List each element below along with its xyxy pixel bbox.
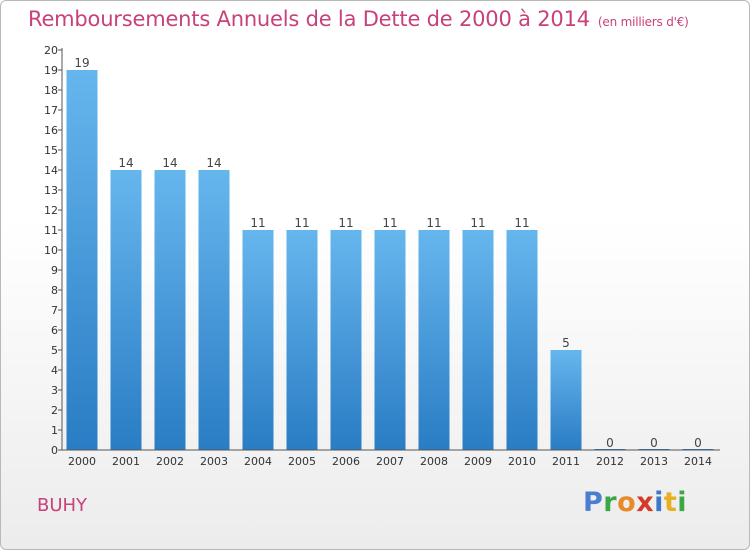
bar-2009 <box>462 230 494 450</box>
x-tick-label-2010: 2010 <box>508 455 536 468</box>
x-tick-label-2005: 2005 <box>288 455 316 468</box>
x-tick-label-2006: 2006 <box>332 455 360 468</box>
x-tick-label-2007: 2007 <box>376 455 404 468</box>
bar-2000 <box>66 70 98 450</box>
value-label-2004: 11 <box>250 216 265 230</box>
y-tick-label-12: 12 <box>44 204 58 217</box>
x-tick-label-2003: 2003 <box>200 455 228 468</box>
x-tick-label-2012: 2012 <box>596 455 624 468</box>
y-tick-label-20: 20 <box>44 44 58 57</box>
y-tick-label-11: 11 <box>44 224 58 237</box>
y-tick-label-5: 5 <box>51 344 58 357</box>
bar-2002 <box>154 170 186 450</box>
y-tick-label-10: 10 <box>44 244 58 257</box>
logo-letter: o <box>617 487 637 518</box>
bar-2003 <box>198 170 230 450</box>
x-tick-label-2009: 2009 <box>464 455 492 468</box>
y-tick-label-2: 2 <box>51 404 58 417</box>
y-tick-label-13: 13 <box>44 184 58 197</box>
value-label-2014: 0 <box>694 436 702 450</box>
logo-letter: i <box>654 487 664 518</box>
commune-name: BUHY <box>37 495 88 516</box>
y-tick-label-16: 16 <box>44 124 58 137</box>
value-label-2010: 11 <box>514 216 529 230</box>
y-tick-label-1: 1 <box>51 424 58 437</box>
bar-2007 <box>374 230 406 450</box>
y-tick-label-18: 18 <box>44 84 58 97</box>
value-label-2005: 11 <box>294 216 309 230</box>
value-label-2008: 11 <box>426 216 441 230</box>
value-label-2011: 5 <box>562 336 570 350</box>
x-tick-label-2008: 2008 <box>420 455 448 468</box>
x-tick-label-2001: 2001 <box>112 455 140 468</box>
logo-letter: i <box>677 487 688 518</box>
value-label-2012: 0 <box>606 436 614 450</box>
x-tick-label-2013: 2013 <box>640 455 668 468</box>
value-label-2000: 19 <box>74 56 89 70</box>
value-label-2003: 14 <box>206 156 221 170</box>
bar-2001 <box>110 170 142 450</box>
y-tick-label-7: 7 <box>51 304 58 317</box>
chart-title-text: Remboursements Annuels de la Dette de 20… <box>28 7 590 31</box>
y-tick-label-8: 8 <box>51 284 58 297</box>
bar-2006 <box>330 230 362 450</box>
x-axis: 2000 2001 2002 2003 2004 2005 2006 2007 2008 2009… <box>62 449 720 468</box>
unit-note: (en milliers d'€) <box>597 15 689 29</box>
value-label-2007: 11 <box>382 216 397 230</box>
value-label-2009: 11 <box>470 216 485 230</box>
value-label-2002: 14 <box>162 156 177 170</box>
x-tick-label-2002: 2002 <box>156 455 184 468</box>
x-tick-label-2011: 2011 <box>552 455 580 468</box>
bar-2004 <box>242 230 274 450</box>
y-tick-label-19: 19 <box>44 64 58 77</box>
x-tick-label-2014: 2014 <box>684 455 712 468</box>
value-label-2001: 14 <box>118 156 133 170</box>
y-tick-label-15: 15 <box>44 144 58 157</box>
value-label-2006: 11 <box>338 216 353 230</box>
x-tick-label-2000: 2000 <box>68 455 96 468</box>
y-tick-label-9: 9 <box>51 264 58 277</box>
bar-2011 <box>550 350 582 450</box>
logo-letter: t <box>663 487 678 518</box>
proxiti-logo: Proxiti <box>583 487 687 518</box>
chart-title: Remboursements Annuels de la Dette de 20… <box>28 7 689 31</box>
bar-2008 <box>418 230 450 450</box>
x-tick-label-2004: 2004 <box>244 455 272 468</box>
logo-letter: x <box>636 487 655 518</box>
y-tick-label-17: 17 <box>44 104 58 117</box>
y-tick-label-0: 0 <box>51 444 58 457</box>
logo-letter: r <box>603 487 618 518</box>
bars: 19 14 14 14 11 11 11 11 11 11 11 5 0 0 0 <box>66 56 714 450</box>
bar-2005 <box>286 230 318 450</box>
logo-letter: P <box>583 487 604 518</box>
y-tick-label-3: 3 <box>51 384 58 397</box>
value-label-2013: 0 <box>650 436 658 450</box>
bar-2010 <box>506 230 538 450</box>
y-tick-label-6: 6 <box>51 324 58 337</box>
y-tick-label-4: 4 <box>51 364 58 377</box>
y-tick-label-14: 14 <box>44 164 58 177</box>
